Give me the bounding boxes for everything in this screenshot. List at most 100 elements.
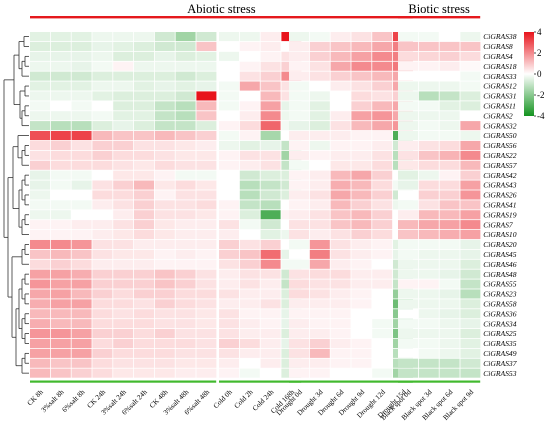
- column-label: Cold 0h: [212, 388, 234, 410]
- heatmap-cell: [92, 338, 113, 348]
- heatmap-cell: [439, 61, 460, 71]
- heatmap-cell: [260, 131, 281, 141]
- heatmap-cell: [330, 210, 351, 220]
- heatmap-cell: [113, 249, 134, 259]
- heatmap-cell: [196, 101, 217, 111]
- heatmap-cell: [175, 279, 196, 289]
- heatmap-cell: [309, 279, 330, 289]
- heatmap-cell: [134, 269, 154, 279]
- heatmap-cell: [439, 121, 460, 131]
- heatmap-cell: [92, 358, 113, 368]
- heatmap-cell: [372, 71, 393, 81]
- heatmap-cell: [398, 160, 418, 170]
- heatmap-cell: [418, 170, 439, 180]
- heatmap-cell: [154, 32, 175, 42]
- heatmap-cell: [71, 269, 92, 279]
- heatmap-cell: [92, 269, 113, 279]
- heatmap-cell: [196, 220, 217, 230]
- heatmap-cell: [351, 101, 372, 111]
- block-bottom-line: [219, 380, 302, 383]
- heatmap-cell: [309, 91, 330, 101]
- heatmap-cell: [289, 111, 309, 121]
- heatmap-cell: [351, 140, 372, 150]
- heatmap-cell: [196, 259, 217, 269]
- heatmap-cell: [71, 210, 92, 220]
- heatmap-cell: [460, 210, 481, 220]
- heatmap-cell: [175, 51, 196, 61]
- heatmap-cell: [219, 368, 239, 378]
- heatmap-cell: [219, 160, 239, 170]
- heatmap-cell: [92, 289, 113, 299]
- heatmap-cell: [330, 269, 351, 279]
- heatmap-cell: [330, 368, 351, 378]
- heatmap-cell: [309, 101, 330, 111]
- heatmap-cell: [196, 41, 217, 51]
- row-label: CiGRAS45: [483, 250, 517, 259]
- heatmap-cell: [372, 111, 393, 121]
- heatmap-cell: [196, 51, 217, 61]
- heatmap-cell: [289, 131, 309, 141]
- group-title: Abiotic stress: [187, 2, 256, 16]
- heatmap-cell: [289, 309, 309, 319]
- row-label: CiGRAS19: [483, 210, 517, 219]
- heatmap-cell: [260, 200, 281, 210]
- heatmap-cell: [460, 259, 481, 269]
- heatmap-cell: [239, 259, 260, 269]
- heatmap-cell: [50, 230, 71, 240]
- heatmap-cell: [351, 289, 372, 299]
- heatmap-cell: [113, 200, 134, 210]
- heatmap-cell: [30, 319, 50, 329]
- group-top-line: [30, 16, 413, 19]
- row-label: CiGRAS46: [483, 260, 517, 269]
- heatmap-cell: [351, 160, 372, 170]
- heatmap-cell: [351, 319, 372, 329]
- row-label: CiGRAS48: [483, 270, 517, 279]
- heatmap-cell: [260, 180, 281, 190]
- heatmap-cell: [260, 289, 281, 299]
- heatmap-cell: [439, 170, 460, 180]
- heatmap-cell: [309, 358, 330, 368]
- heatmap-cell: [92, 239, 113, 249]
- heatmap-cell: [289, 61, 309, 71]
- heatmap-cell: [113, 32, 134, 42]
- heatmap-cell: [134, 289, 154, 299]
- heatmap-cell: [239, 32, 260, 42]
- heatmap-cell: [239, 319, 260, 329]
- heatmap-cell: [398, 279, 418, 289]
- heatmap-cell: [154, 111, 175, 121]
- heatmap-cell: [439, 329, 460, 339]
- heatmap-cell: [289, 358, 309, 368]
- heatmap-cell: [372, 91, 393, 101]
- heatmap-cell: [372, 121, 393, 131]
- heatmap-cell: [309, 368, 330, 378]
- heatmap-cell: [239, 180, 260, 190]
- heatmap-cell: [71, 200, 92, 210]
- heatmap-cell: [154, 319, 175, 329]
- row-label: CiGRAS23: [483, 290, 517, 299]
- heatmap-cell: [219, 269, 239, 279]
- row-label: CiGRAS42: [483, 171, 517, 180]
- heatmap-cell: [50, 358, 71, 368]
- heatmap-cell: [50, 220, 71, 230]
- heatmap-cell: [30, 220, 50, 230]
- heatmap-cell: [71, 131, 92, 141]
- heatmap-cell: [30, 338, 50, 348]
- block-bottom-line: [30, 380, 217, 383]
- heatmap-cell: [113, 259, 134, 269]
- heatmap-cell: [418, 269, 439, 279]
- heatmap-cell: [460, 91, 481, 101]
- row-label: CiGRAS2: [483, 111, 513, 120]
- heatmap-cell: [30, 61, 50, 71]
- heatmap-cell: [50, 32, 71, 42]
- heatmap-cell: [460, 279, 481, 289]
- heatmap-cell: [50, 269, 71, 279]
- heatmap-cell: [30, 289, 50, 299]
- heatmap-cell: [289, 101, 309, 111]
- heatmap-cell: [134, 91, 154, 101]
- heatmap-cell: [372, 338, 393, 348]
- heatmap-cell: [154, 299, 175, 309]
- heatmap-cell: [154, 249, 175, 259]
- heatmap-cell: [196, 91, 217, 101]
- heatmap-cell: [196, 32, 217, 42]
